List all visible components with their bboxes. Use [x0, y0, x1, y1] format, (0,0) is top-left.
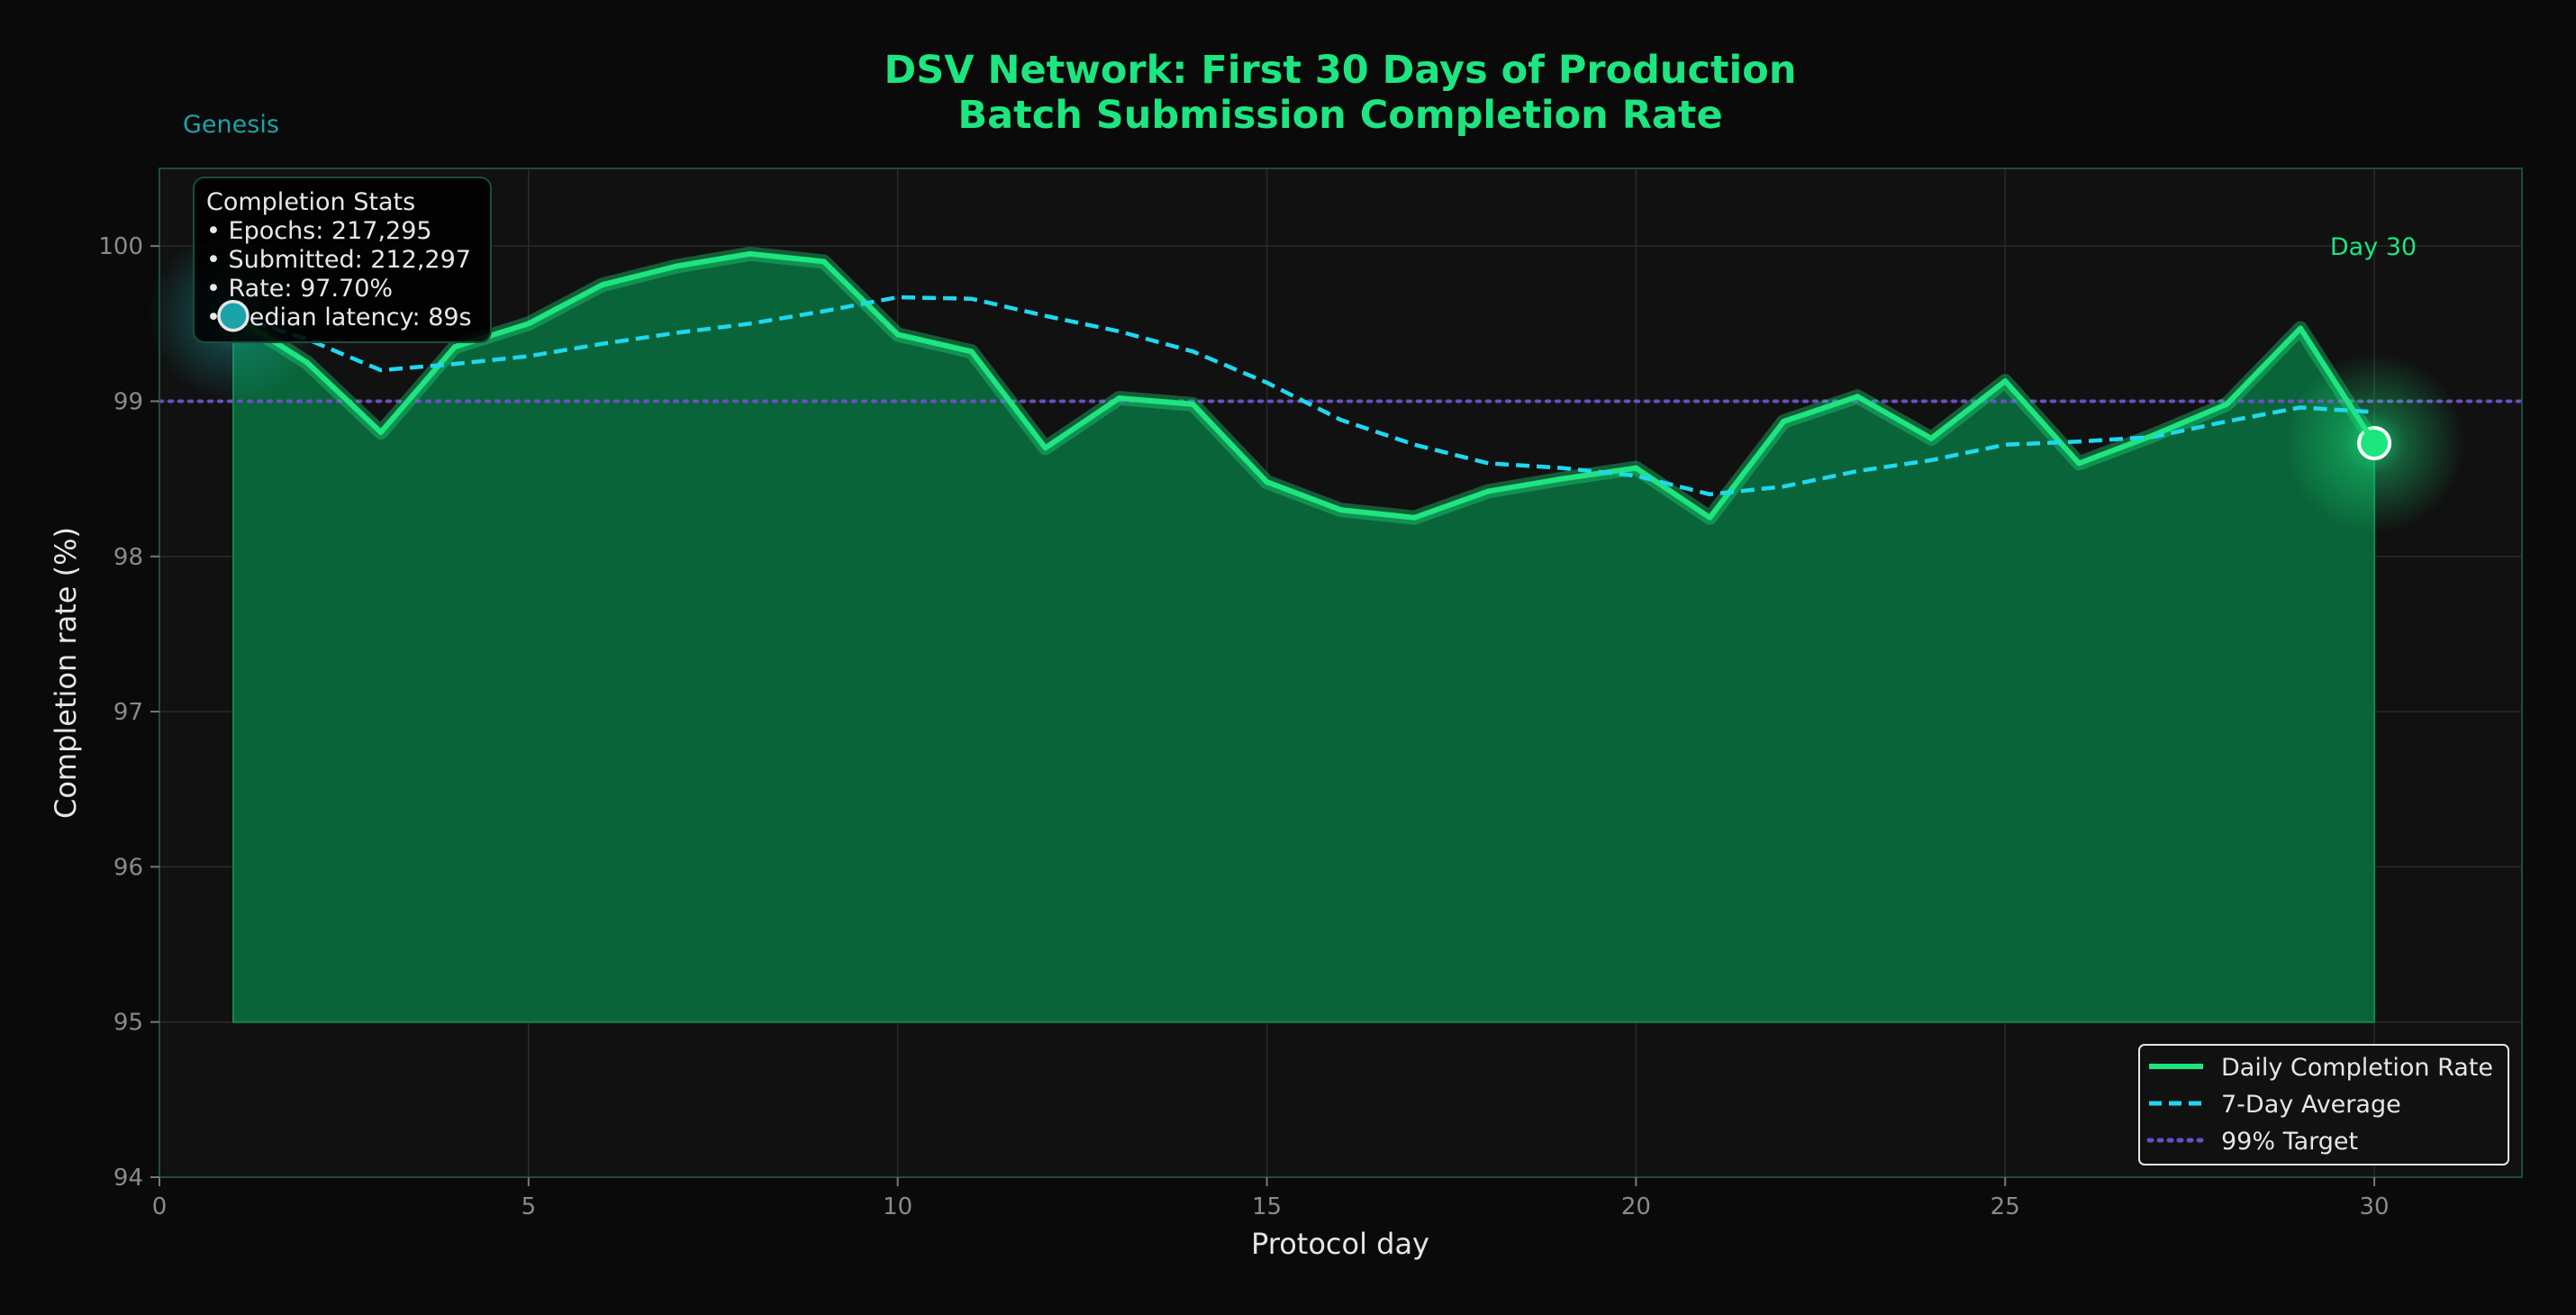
daily-point-day-22 — [1781, 418, 1787, 424]
daily-point-day-7 — [673, 263, 679, 269]
chart-title-line2: Batch Submission Completion Rate — [957, 93, 1722, 138]
x-tick-label: 10 — [883, 1193, 912, 1220]
daily-points — [230, 250, 2378, 521]
daily-point-day-29 — [2298, 325, 2304, 331]
stats-box: Completion Stats • Epochs: 217,295 • Sub… — [193, 177, 492, 343]
x-tick-label: 20 — [1621, 1193, 1651, 1220]
daily-point-day-17 — [1411, 514, 1418, 521]
y-axis-label: Completion rate (%) — [49, 527, 83, 819]
daily-point-day-14 — [1190, 401, 1196, 407]
daily-point-day-9 — [821, 258, 827, 265]
y-tick-label: 100 — [98, 233, 143, 260]
daily-point-day-13 — [1116, 395, 1122, 402]
daily-point-day-24 — [1928, 435, 1935, 441]
daily-point-day-16 — [1338, 507, 1344, 513]
daily-point-day-27 — [2150, 432, 2156, 439]
legend: Daily Completion Rate 7-Day Average 99% … — [2138, 1044, 2509, 1165]
daily-point-day-21 — [1707, 514, 1713, 521]
stats-line-rate: • Rate: 97.70% — [206, 275, 393, 303]
daily-point-day-26 — [2076, 460, 2082, 467]
seven-day-average-line — [232, 295, 2375, 497]
daily-point-day-30 — [2372, 440, 2378, 446]
y-axis-ticks: 94 95 96 97 98 99 100 — [98, 233, 159, 1192]
x-axis-label: Protocol day — [1251, 1227, 1429, 1261]
genesis-dot — [217, 299, 249, 332]
daily-point-day-10 — [894, 331, 901, 338]
legend-frame — [2138, 1044, 2509, 1165]
x-tick-label: 30 — [2360, 1193, 2390, 1220]
x-tick-label: 15 — [1252, 1193, 1282, 1220]
daily-point-day-3 — [377, 429, 384, 435]
plot-frame — [159, 168, 2523, 1178]
daily-point-day-23 — [1855, 394, 1861, 400]
x-axis-ticks: 0 5 10 15 20 25 30 — [152, 1177, 2390, 1220]
daily-point-day-15 — [1264, 479, 1270, 485]
x-tick-label: 0 — [152, 1193, 168, 1220]
chart-title-line1: DSV Network: First 30 Days of Production — [884, 48, 1797, 93]
legend-label-average: 7-Day Average — [2221, 1091, 2401, 1119]
y-tick-label: 99 — [113, 388, 143, 415]
y-tick-label: 95 — [113, 1010, 143, 1037]
y-tick-label: 98 — [113, 544, 143, 571]
stats-box-background — [193, 177, 492, 343]
x-tick-label: 25 — [1991, 1193, 2020, 1220]
x-tick-label: 5 — [522, 1193, 537, 1220]
stats-line-latency: • Median latency: 89s — [206, 304, 472, 331]
stats-line-epochs: • Epochs: 217,295 — [206, 217, 432, 245]
daily-point-day-6 — [599, 282, 605, 288]
y-tick-label: 94 — [113, 1165, 143, 1192]
daily-point-day-19 — [1559, 476, 1565, 482]
daily-point-day-8 — [747, 250, 753, 257]
y-tick-label: 97 — [113, 699, 143, 726]
genesis-point — [217, 299, 249, 332]
genesis-label: Genesis — [183, 111, 279, 139]
day30-label: Day 30 — [2330, 233, 2417, 261]
daily-point-day-2 — [304, 359, 310, 366]
y-tick-label: 96 — [113, 854, 143, 881]
legend-label-target: 99% Target — [2221, 1128, 2358, 1156]
daily-point-day-20 — [1633, 465, 1639, 471]
daily-point-day-12 — [1042, 445, 1048, 451]
daily-point-day-11 — [968, 349, 975, 355]
daily-point-day-28 — [2224, 401, 2230, 407]
stats-line-submitted: • Submitted: 212,297 — [206, 246, 471, 274]
daily-point-day-25 — [2002, 378, 2009, 385]
daily-point-day-4 — [451, 344, 458, 350]
daily-completion-line — [231, 250, 2378, 521]
daily-point-day-5 — [525, 321, 531, 327]
daily-point-day-18 — [1485, 488, 1492, 494]
stats-title: Completion Stats — [206, 188, 415, 216]
legend-label-daily: Daily Completion Rate — [2221, 1054, 2493, 1082]
